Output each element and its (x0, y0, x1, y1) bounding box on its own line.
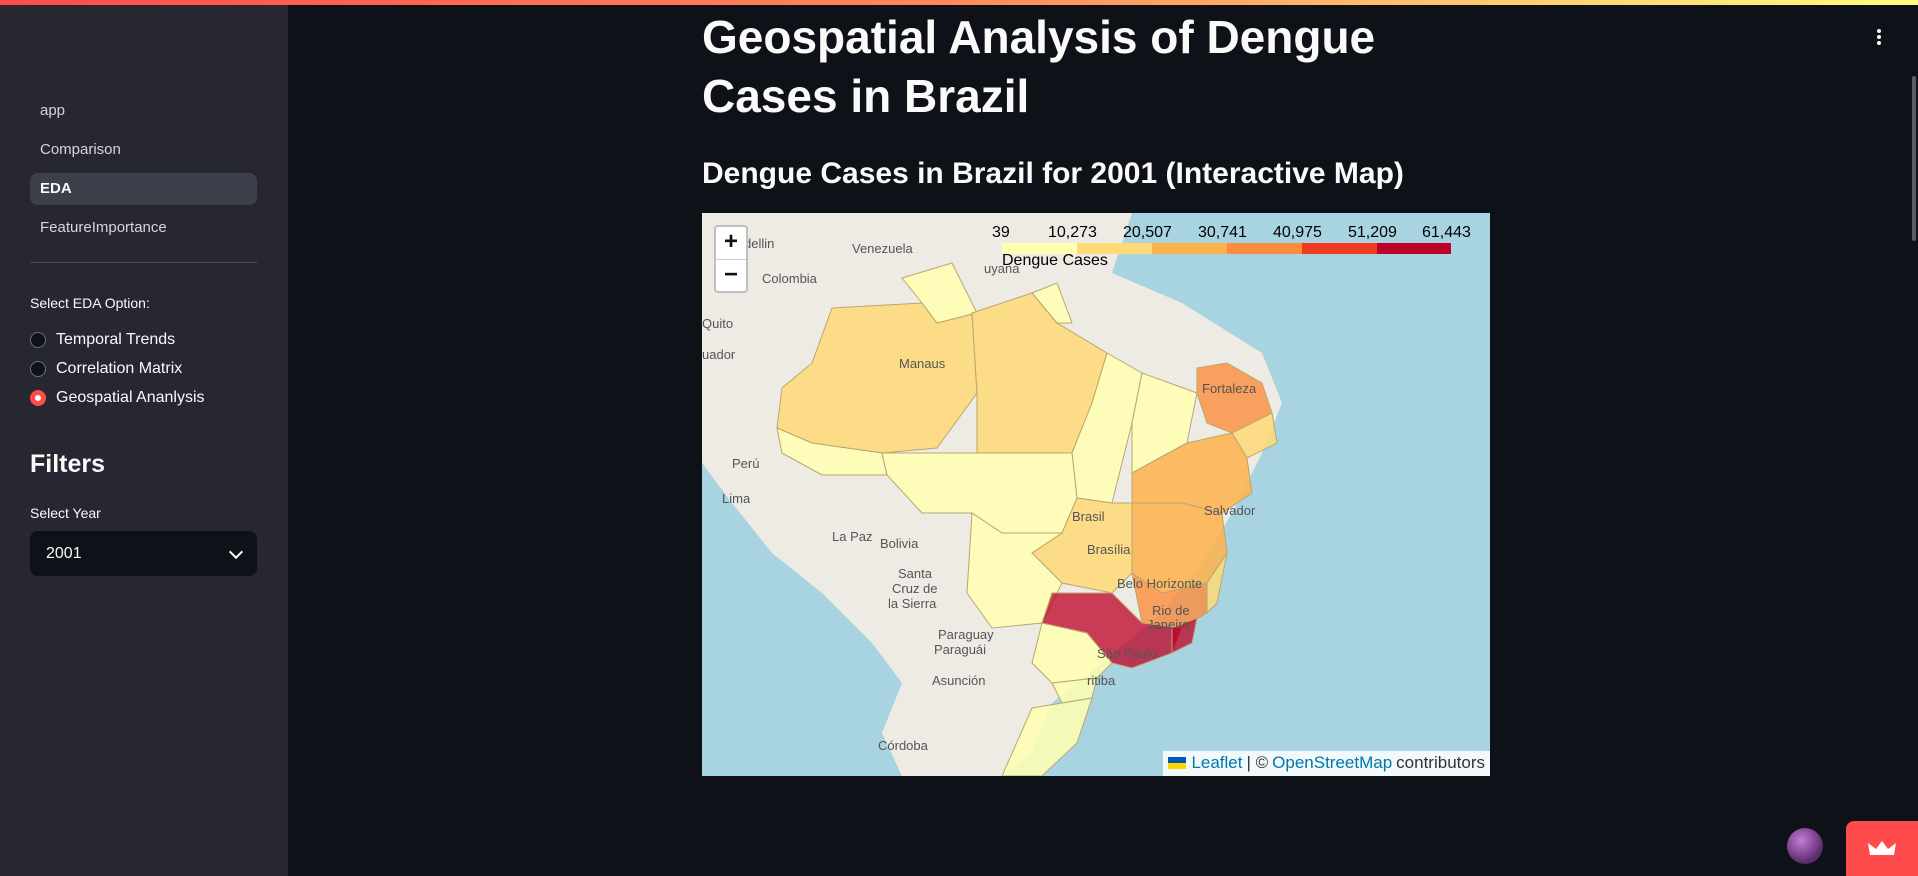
legend-tick: 51,209 (1348, 224, 1397, 241)
sidebar-item-app[interactable]: app (40, 102, 66, 119)
year-select-value: 2001 (46, 544, 82, 562)
sidebar: app Comparison EDA FeatureImportance (0, 5, 288, 876)
state-region[interactable] (1031, 282, 1073, 324)
place-label: Paraguái (934, 642, 986, 657)
place-label: Janeiro (1147, 617, 1190, 632)
place-label: Venezuela (852, 241, 913, 256)
map-subtitle: Dengue Cases in Brazil for 2001 (Interac… (702, 157, 1404, 190)
interactive-map[interactable]: 39 10,273 20,507 30,741 40,975 51,209 61… (702, 213, 1490, 776)
state-region[interactable] (1001, 697, 1093, 776)
radio-selected-icon[interactable] (30, 389, 46, 406)
place-label: Rio de (1152, 603, 1190, 618)
radio-label: Temporal Trends (56, 330, 176, 348)
filters-heading: Filters (30, 450, 106, 478)
page-scrollbar[interactable] (1912, 76, 1916, 241)
place-label: ritiba (1087, 673, 1116, 688)
place-label: Bolivia (880, 536, 919, 551)
place-label: Salvador (1204, 503, 1256, 518)
state-region[interactable] (1206, 552, 1228, 615)
attribution-suffix: contributors (1396, 753, 1485, 772)
openstreetmap-link[interactable]: OpenStreetMap (1272, 753, 1393, 772)
sidebar-item-featureimportance[interactable]: FeatureImportance (40, 219, 167, 236)
place-label: São Paulo (1097, 646, 1157, 661)
legend-tick: 20,507 (1123, 224, 1172, 241)
place-label: Cruz de (892, 581, 938, 596)
place-label: Córdoba (878, 738, 929, 753)
place-label: Lima (722, 491, 751, 506)
zoom-out-button[interactable]: − (723, 261, 738, 288)
sidebar-item-eda[interactable]: EDA (30, 173, 257, 205)
state-region[interactable] (901, 262, 978, 324)
legend-swatch (1227, 243, 1302, 254)
year-select-label: Select Year (30, 505, 101, 521)
eda-option-radio-group: Temporal Trends Correlation Matrix Geosp… (30, 325, 205, 412)
chevron-down-icon (228, 544, 244, 559)
sidebar-nav: app Comparison EDA FeatureImportance (30, 95, 257, 251)
map-canvas[interactable]: 39 10,273 20,507 30,741 40,975 51,209 61… (702, 213, 1490, 776)
crown-icon (1868, 840, 1896, 855)
zoom-in-button[interactable]: + (716, 227, 746, 260)
state-region[interactable] (966, 512, 1064, 629)
top-decoration-bar (0, 0, 1918, 5)
legend-swatch (1077, 243, 1152, 254)
place-label: Quito (702, 316, 733, 331)
attribution-separator: | © (1246, 753, 1269, 772)
radio-geospatial-analysis[interactable]: Geospatial Ananlysis (30, 383, 205, 412)
state-region[interactable] (1171, 617, 1198, 654)
eda-option-label: Select EDA Option: (30, 295, 150, 311)
ukraine-flag-icon (1168, 757, 1187, 769)
radio-label: Correlation Matrix (56, 359, 183, 377)
legend-tick: 10,273 (1048, 224, 1097, 241)
leaflet-link[interactable]: Leaflet (1191, 753, 1243, 772)
year-select[interactable]: 2001 (30, 531, 257, 576)
kebab-menu-icon[interactable] (1875, 28, 1883, 48)
legend-swatch (1002, 243, 1077, 254)
map-legend: 39 10,273 20,507 30,741 40,975 51,209 61… (992, 224, 1471, 269)
place-label: La Paz (832, 529, 872, 544)
place-label: dellin (744, 236, 774, 251)
place-label: Fortaleza (1202, 381, 1257, 396)
place-label: Brasil (1072, 509, 1105, 524)
legend-swatch (1152, 243, 1227, 254)
radio-circle-icon[interactable] (30, 360, 46, 377)
avatar[interactable] (1787, 828, 1823, 864)
place-label: Paraguay (938, 627, 994, 642)
radio-correlation-matrix[interactable]: Correlation Matrix (30, 354, 205, 383)
place-label: Asunción (932, 673, 985, 688)
legend-tick: 40,975 (1273, 224, 1322, 241)
legend-tick: 30,741 (1198, 224, 1247, 241)
map-attribution: Leaflet | © OpenStreetMap contributors (1163, 751, 1490, 776)
radio-temporal-trends[interactable]: Temporal Trends (30, 325, 205, 354)
legend-swatch (1377, 243, 1451, 254)
legend-swatch (1302, 243, 1377, 254)
place-label: Santa (898, 566, 933, 581)
legend-tick: 61,443 (1422, 224, 1471, 241)
page-title: Geospatial Analysis of Dengue Cases in B… (702, 11, 1376, 122)
place-label: Belo Horizonte (1117, 576, 1202, 591)
place-label: Manaus (899, 356, 946, 371)
legend-tick: 39 (992, 224, 1010, 241)
sidebar-divider (30, 262, 257, 263)
place-label: la Sierra (888, 596, 937, 611)
place-label: Brasília (1087, 542, 1131, 557)
radio-circle-icon[interactable] (30, 331, 46, 348)
place-label: Colombia (762, 271, 818, 286)
legend-title: Dengue Cases (1002, 252, 1108, 269)
sidebar-item-comparison[interactable]: Comparison (40, 141, 121, 158)
map-zoom-control: + − (714, 225, 748, 293)
radio-label: Geospatial Ananlysis (56, 388, 205, 406)
place-label: uyana (984, 261, 1020, 276)
place-label: Perú (732, 456, 759, 471)
place-label: uador (702, 347, 736, 362)
map-place-labels: dellin Venezuela Colombia uyana Quito ua… (702, 236, 1257, 753)
crown-button[interactable] (1846, 821, 1918, 876)
